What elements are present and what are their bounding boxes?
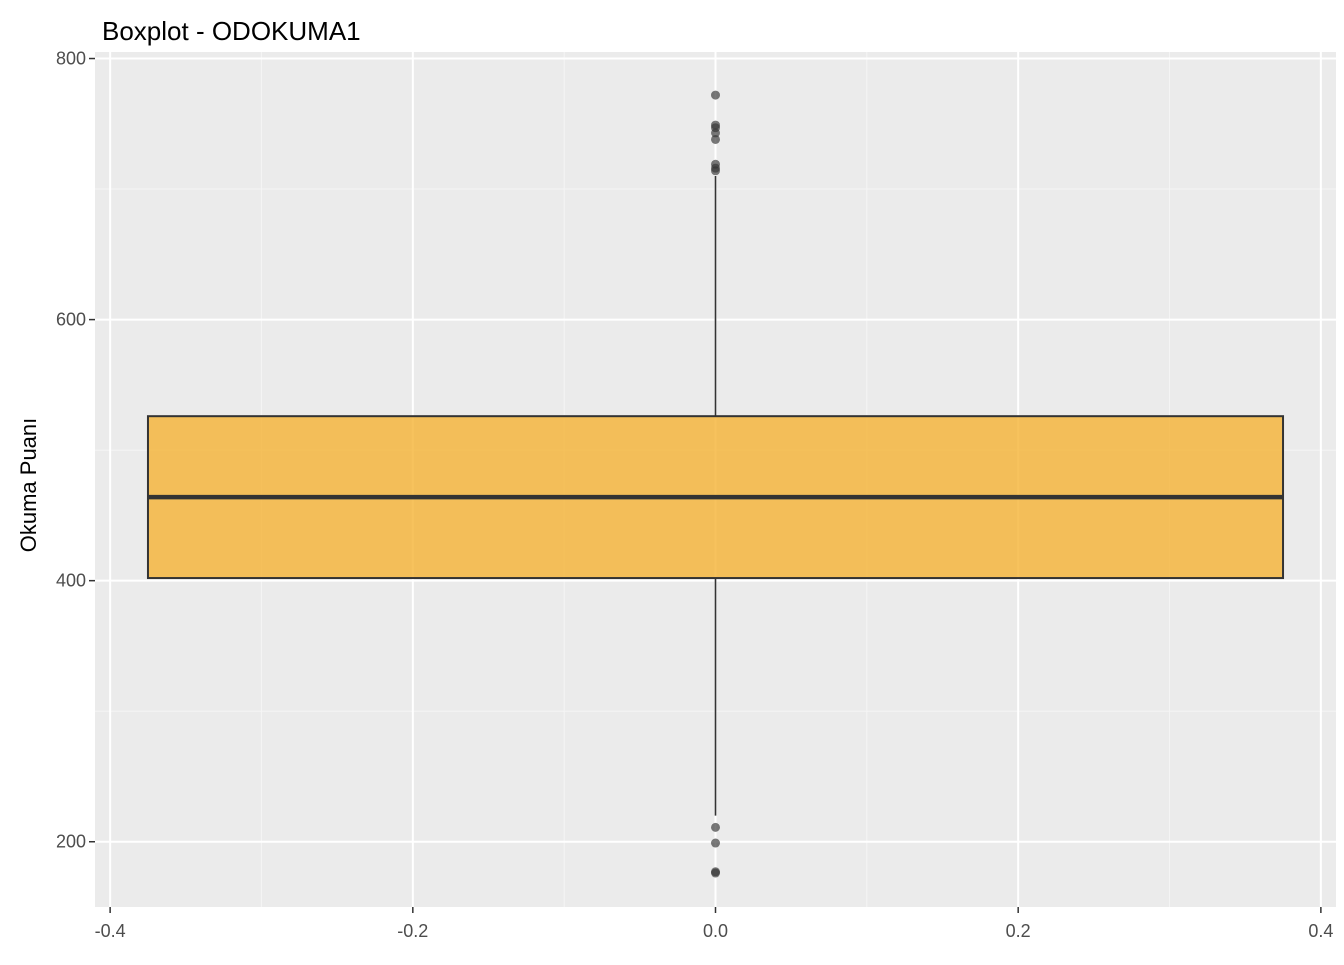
outlier-point	[711, 90, 720, 100]
y-axis-title: Okuma Puanı	[16, 418, 41, 553]
outlier-point	[711, 128, 720, 138]
y-tick-label: 800	[56, 49, 86, 69]
outlier-point	[711, 868, 720, 878]
x-tick-label: 0.0	[703, 921, 728, 941]
chart-title: Boxplot - ODOKUMA1	[102, 16, 361, 46]
y-tick-label: 200	[56, 832, 86, 852]
x-tick-label: 0.2	[1006, 921, 1031, 941]
outlier-point	[711, 166, 720, 176]
y-tick-label: 400	[56, 571, 86, 591]
y-tick-label: 600	[56, 310, 86, 330]
outlier-point	[711, 822, 720, 832]
axes-group: 200 400 600 800 -0.4 -0.2 0.0 0.2 0.4	[56, 49, 1333, 941]
outlier-point	[711, 134, 720, 144]
box-group	[146, 90, 1285, 878]
outlier-point	[711, 838, 720, 848]
x-tick-label: 0.4	[1308, 921, 1333, 941]
x-tick-label: -0.2	[397, 921, 428, 941]
x-tick-label: -0.4	[95, 921, 126, 941]
